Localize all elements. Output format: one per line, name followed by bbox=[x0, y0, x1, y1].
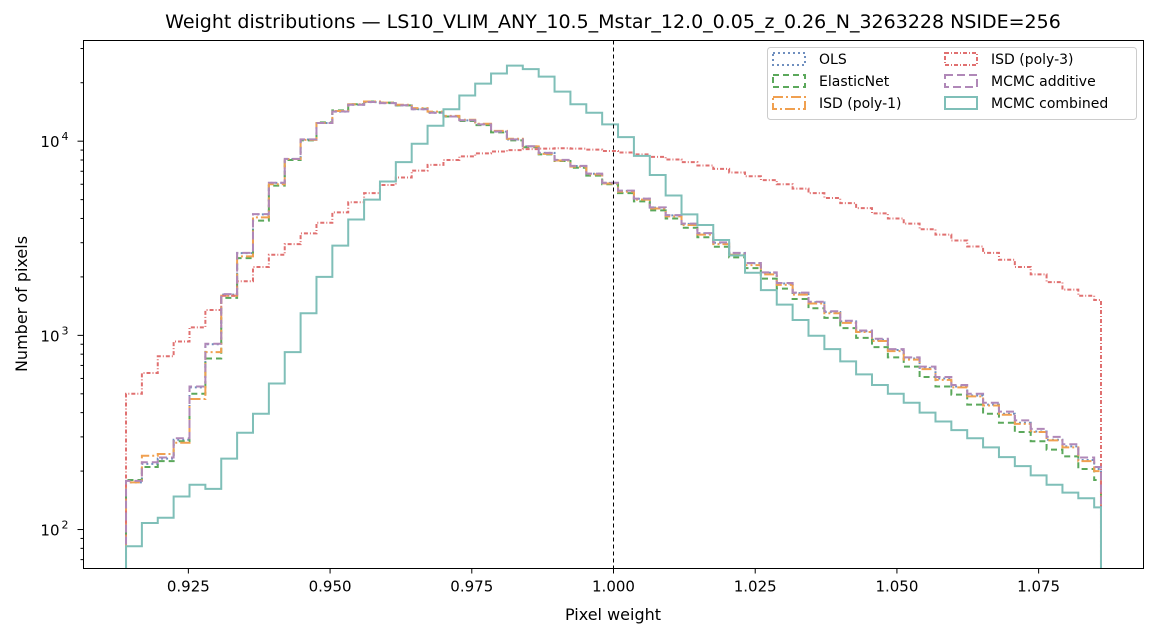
legend: OLS ElasticNet ISD (poly-1) ISD (poly-3) MCM… bbox=[767, 47, 1137, 120]
legend-swatch bbox=[944, 74, 978, 88]
legend-swatch bbox=[944, 52, 978, 66]
y-tick-exponent: 2 bbox=[62, 519, 69, 532]
legend-swatch bbox=[772, 74, 806, 88]
series-isd-poly-3 bbox=[125, 147, 1102, 569]
legend-label: MCMC additive bbox=[991, 74, 1096, 90]
y-tick-label: 10 bbox=[40, 133, 59, 151]
legend-box bbox=[767, 47, 1137, 120]
x-tick-label: 0.950 bbox=[309, 578, 352, 596]
x-tick-label: 1.000 bbox=[592, 578, 635, 596]
x-tick-label: 1.025 bbox=[734, 578, 777, 596]
legend-swatch bbox=[772, 52, 806, 66]
legend-label: OLS bbox=[819, 52, 847, 68]
legend-swatch bbox=[944, 96, 978, 110]
y-tick-exponent: 3 bbox=[62, 324, 69, 337]
y-tick-label: 10 bbox=[40, 522, 59, 540]
legend-label: ISD (poly-3) bbox=[991, 52, 1074, 68]
x-axis-label: Pixel weight bbox=[565, 605, 661, 624]
legend-label: ISD (poly-1) bbox=[819, 96, 902, 112]
series-mcmc-additive bbox=[125, 101, 1102, 569]
x-axis: 0.925 0.950 0.975 1.000 1.025 1.050 1.075 bbox=[167, 568, 1060, 596]
y-tick-label: 10 bbox=[40, 327, 59, 345]
x-tick-label: 1.075 bbox=[1017, 578, 1060, 596]
y-axis-label: Number of pixels bbox=[12, 236, 31, 372]
legend-label: MCMC combined bbox=[991, 96, 1108, 112]
legend-swatch bbox=[772, 96, 806, 110]
x-tick-label: 0.975 bbox=[450, 578, 493, 596]
chart-title: Weight distributions — LS10_VLIM_ANY_10.… bbox=[165, 11, 1061, 33]
series-mcmc-combined bbox=[125, 64, 1102, 569]
legend-label: ElasticNet bbox=[819, 74, 890, 90]
x-tick-label: 0.925 bbox=[167, 578, 210, 596]
plot-area bbox=[125, 40, 1102, 569]
x-tick-label: 1.050 bbox=[875, 578, 918, 596]
y-tick-exponent: 4 bbox=[62, 130, 69, 143]
